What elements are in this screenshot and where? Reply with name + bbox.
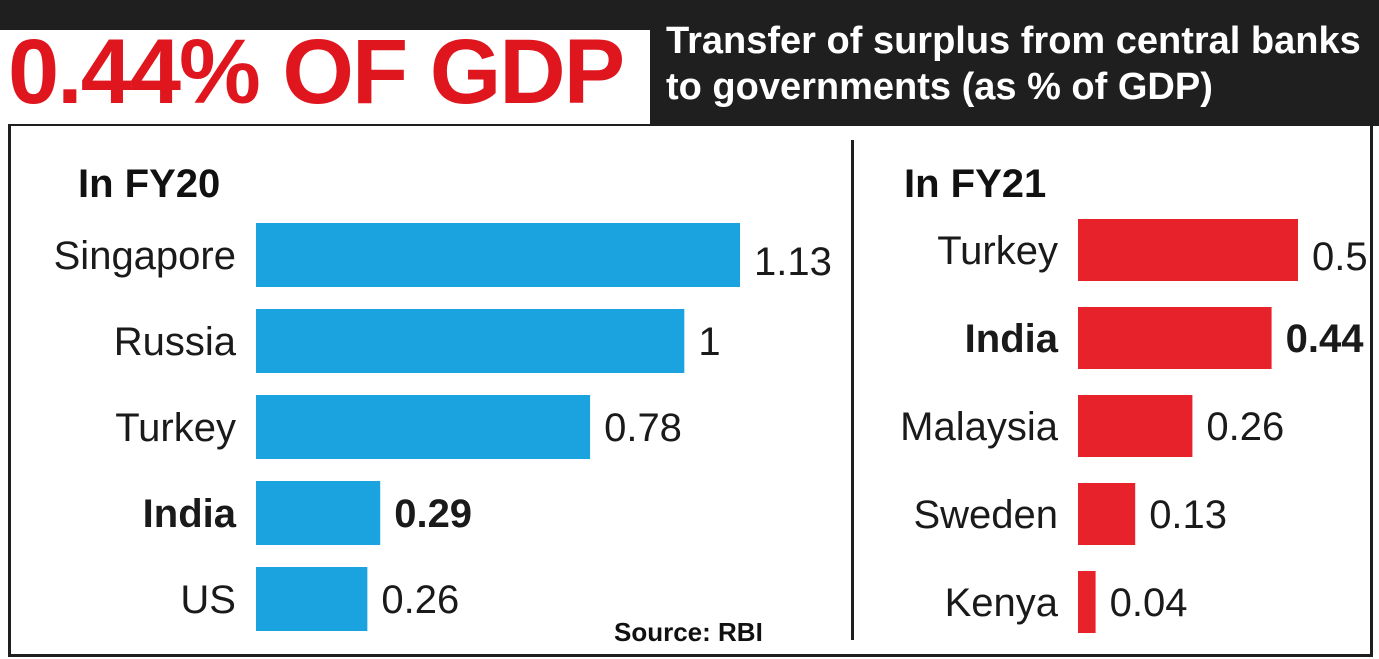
fy20-category-label: US xyxy=(180,578,236,622)
fy20-category-label: Turkey xyxy=(115,406,236,450)
fy21-category-label: India xyxy=(965,317,1059,361)
panel-border-right xyxy=(1370,124,1373,656)
fy20-category-label: Singapore xyxy=(54,234,236,278)
panel-border-left xyxy=(8,124,11,656)
fy20-category-label: Russia xyxy=(114,320,237,364)
fy21-value-label: 0.13 xyxy=(1149,493,1227,537)
source-note: Source: RBI xyxy=(614,617,763,647)
fy21-category-label: Turkey xyxy=(937,229,1058,273)
fy21-bar xyxy=(1078,395,1193,457)
fy20-bar xyxy=(256,481,381,545)
fy21-chart-title: In FY21 xyxy=(904,162,1047,206)
fy20-bar xyxy=(256,309,685,373)
fy20-value-label: 0.26 xyxy=(381,578,459,622)
fy21-category-label: Kenya xyxy=(945,581,1059,625)
panel-border-top xyxy=(8,124,1373,126)
panel-border-bottom xyxy=(8,654,1373,657)
headline: 0.44% OF GDP xyxy=(8,21,625,123)
fy21-value-label: 0.5 xyxy=(1312,235,1368,279)
fy20-bar xyxy=(256,223,740,287)
fy21-value-label: 0.44 xyxy=(1286,317,1365,361)
panel-divider xyxy=(851,140,854,640)
fy21-value-label: 0.26 xyxy=(1206,405,1284,449)
subtitle: Transfer of surplus from central banks t… xyxy=(666,20,1361,108)
fy20-chart-title: In FY20 xyxy=(78,162,221,206)
fy20-value-label: 0.78 xyxy=(604,406,682,450)
fy20-value-label: 1 xyxy=(698,320,720,364)
fy20-bar xyxy=(256,395,591,459)
fy20-value-label: 1.13 xyxy=(754,240,832,284)
fy21-category-label: Sweden xyxy=(913,493,1058,537)
fy21-bar xyxy=(1078,571,1096,633)
fy20-category-label: India xyxy=(143,492,237,536)
fy21-bar xyxy=(1078,307,1272,369)
fy21-value-label: 0.04 xyxy=(1110,581,1188,625)
fy21-category-label: Malaysia xyxy=(900,405,1059,449)
subtitle-box: Transfer of surplus from central banks t… xyxy=(650,10,1379,126)
fy21-bar xyxy=(1078,483,1136,545)
fy21-bar xyxy=(1078,219,1298,281)
fy20-value-label: 0.29 xyxy=(394,492,472,536)
fy20-bar xyxy=(256,567,368,631)
